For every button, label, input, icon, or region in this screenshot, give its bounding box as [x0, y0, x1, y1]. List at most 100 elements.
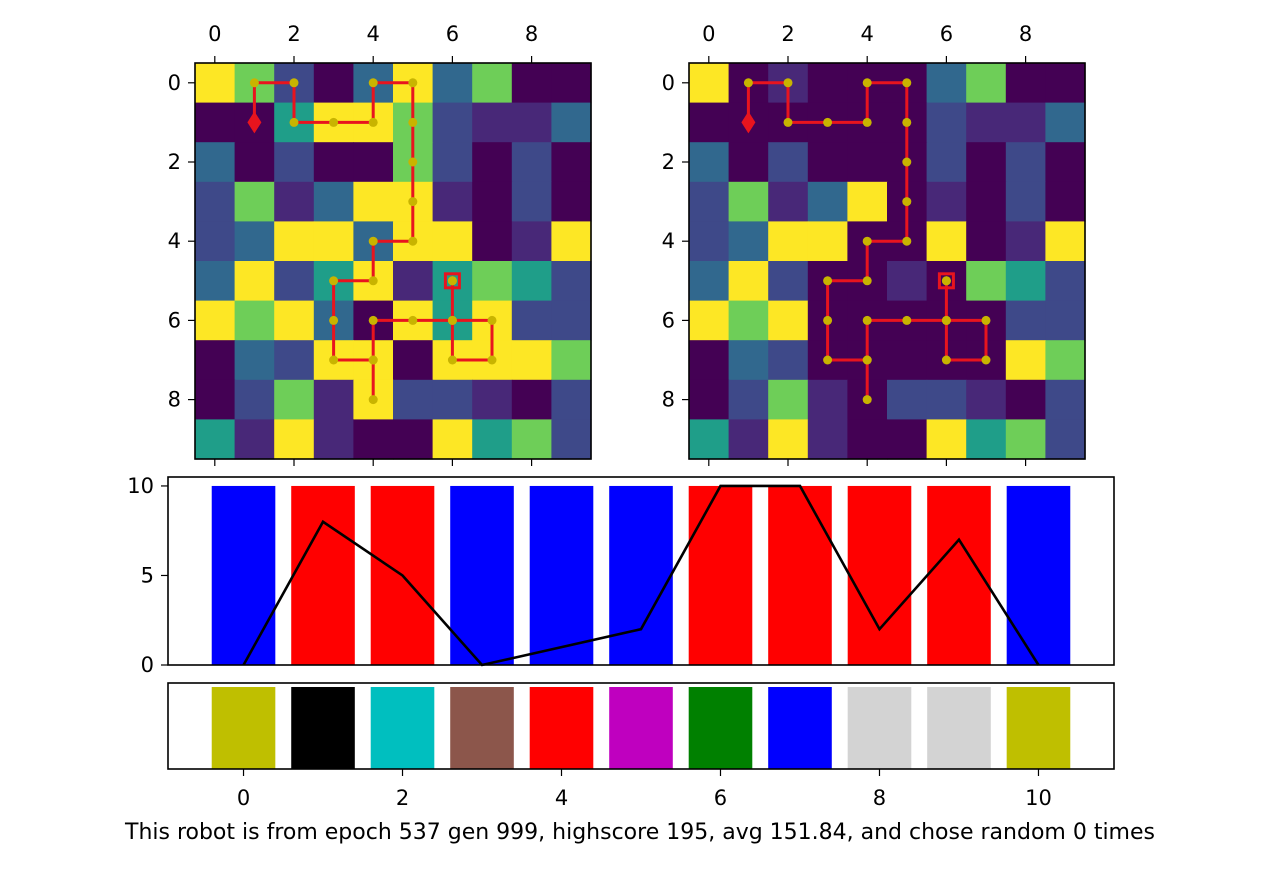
heatmap-cell: [274, 340, 315, 381]
bar: [927, 687, 991, 769]
bar: [768, 485, 832, 665]
bar: [450, 687, 514, 769]
heatmap-cell: [689, 300, 730, 341]
path-point: [902, 78, 912, 88]
bar: [211, 485, 276, 665]
heatmap-cell: [926, 379, 967, 420]
heatmap-cell: [511, 379, 552, 420]
heatmap-cell: [926, 181, 967, 222]
y-tick-label: 4: [168, 229, 181, 253]
bar: [291, 687, 355, 769]
x-tick-label: 2: [287, 22, 300, 46]
heatmap-cell: [966, 142, 1007, 183]
heatmap-cell: [551, 261, 592, 302]
path-point: [447, 315, 457, 325]
robot-path-line: [252, 81, 494, 400]
heatmap-cell: [689, 379, 730, 420]
end-point: [941, 276, 951, 286]
path-point: [487, 355, 497, 365]
heatmap-cell: [1005, 340, 1046, 381]
heatmap-cell: [966, 181, 1007, 222]
heatmap-cell: [966, 419, 1007, 460]
heatmap-cell: [966, 221, 1007, 262]
heatmap-cell: [393, 261, 434, 302]
bar: [847, 687, 912, 769]
path-point: [329, 315, 339, 325]
heatmap-cell: [966, 379, 1007, 420]
heatmap-cell: [728, 181, 769, 222]
heatmap-cell: [195, 221, 236, 262]
bar: [1006, 485, 1071, 665]
heatmap-cell: [195, 142, 236, 183]
heatmap-right: 0 2 4 6 8 0 2 4 6 8: [662, 22, 1086, 466]
heatmap-cell: [274, 379, 315, 420]
heatmap-cell: [1045, 261, 1086, 302]
heatmap-cell: [313, 181, 354, 222]
heatmap-cell: [551, 419, 592, 460]
heatmap-cell: [274, 300, 315, 341]
heatmap-cell: [353, 142, 394, 183]
end-marker: [937, 272, 955, 290]
heatmap-cell: [511, 340, 552, 381]
heatmap-cell: [1045, 379, 1086, 420]
bar: [609, 485, 673, 665]
heatmap-cell: [472, 102, 513, 143]
path-point: [902, 157, 912, 167]
heatmap-cell: [768, 221, 809, 262]
path-point: [862, 355, 872, 365]
path-point: [902, 236, 912, 246]
heatmap-cell: [728, 261, 769, 302]
x-tick-label: 8: [525, 22, 538, 46]
x-tick-label: 4: [861, 22, 874, 46]
y-tick-label: 10: [127, 474, 154, 498]
path-point: [862, 236, 872, 246]
heatmap-cell: [689, 261, 730, 302]
heatmap-cell: [551, 379, 592, 420]
bar: [529, 485, 594, 665]
heatmap-cell: [768, 379, 809, 420]
bar: [609, 687, 673, 769]
bar: [847, 485, 912, 665]
x-tick-label: 2: [781, 22, 794, 46]
x-tick-label: 6: [446, 22, 459, 46]
heatmap-cell: [966, 63, 1007, 104]
heatmap-cell: [689, 340, 730, 381]
path-point: [368, 395, 378, 405]
heatmap-cell: [887, 379, 928, 420]
heatmap-cell: [274, 419, 315, 460]
heatmap-cell: [195, 419, 236, 460]
bar: [450, 485, 514, 665]
heatmap-cell: [432, 142, 473, 183]
y-tick-label: 8: [662, 388, 675, 412]
path-point: [368, 276, 378, 286]
heatmap-cell: [887, 340, 928, 381]
heatmap-cell: [728, 340, 769, 381]
path-point: [408, 315, 418, 325]
bar: [688, 485, 753, 665]
path-point: [408, 197, 418, 207]
end-point: [447, 276, 457, 286]
start-marker: [247, 111, 262, 134]
heatmap-cell: [313, 379, 354, 420]
path-point: [862, 78, 872, 88]
heatmap-cell: [1005, 221, 1046, 262]
heatmap-cell: [847, 181, 888, 222]
heatmap-cell: [1005, 181, 1046, 222]
heatmap-cell: [393, 340, 434, 381]
heatmap-cell: [807, 221, 848, 262]
path-point: [902, 117, 912, 127]
heatmap-cell: [274, 142, 315, 183]
heatmap-cell: [926, 63, 967, 104]
heatmap-cell: [768, 340, 809, 381]
heatmap-cell: [551, 142, 592, 183]
path-point: [783, 117, 793, 127]
heatmap-cell: [728, 221, 769, 262]
heatmap-cell: [1005, 63, 1046, 104]
y-tick-label: 0: [662, 71, 675, 95]
heatmap-cell: [313, 142, 354, 183]
heatmap-cell: [689, 221, 730, 262]
heatmap-cell: [274, 261, 315, 302]
bar-frame: [167, 476, 1115, 666]
heatmap-cell: [807, 379, 848, 420]
path-point: [823, 315, 833, 325]
